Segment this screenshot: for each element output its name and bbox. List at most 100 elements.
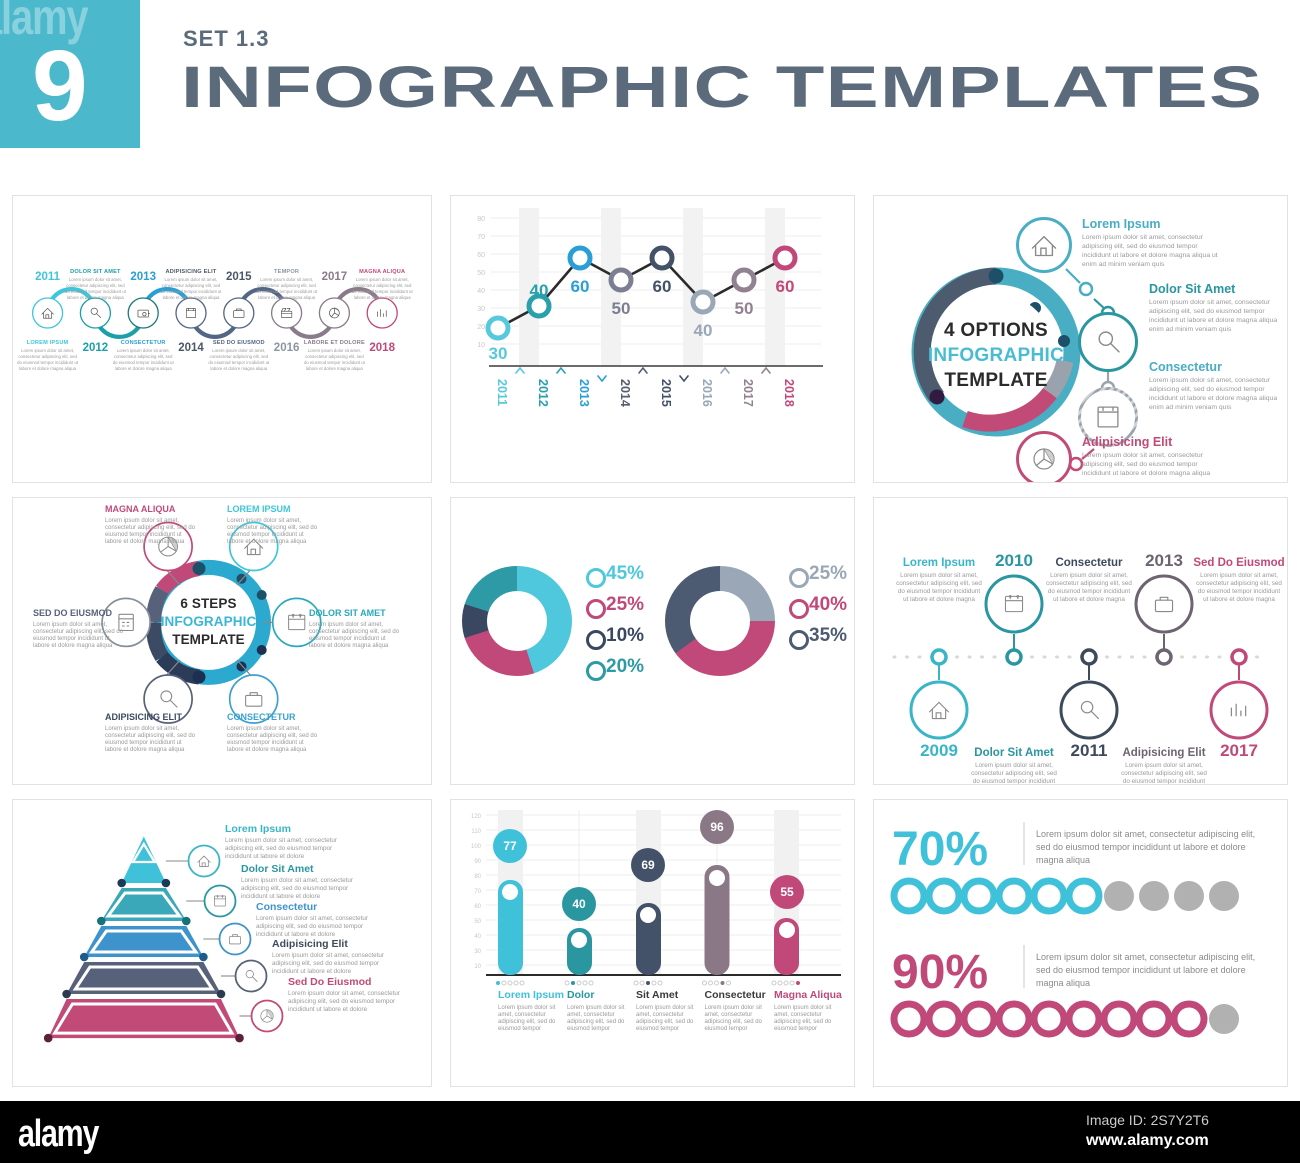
svg-text:LABORE ET DOLORE: LABORE ET DOLORE — [304, 340, 365, 346]
svg-text:6 STEPS: 6 STEPS — [180, 596, 236, 611]
svg-text:40: 40 — [530, 281, 549, 300]
svg-text:LOREM IPSUM: LOREM IPSUM — [27, 340, 69, 346]
svg-text:Lorem ipsum dolor sit: Lorem ipsum dolor sit — [567, 1005, 625, 1011]
svg-text:eiusmod tempor: eiusmod tempor — [567, 1026, 610, 1032]
svg-text:Dolor Sit Amet: Dolor Sit Amet — [1149, 282, 1236, 296]
svg-text:90: 90 — [474, 859, 481, 865]
svg-text:enim ad minim veniam quis: enim ad minim veniam quis — [1149, 404, 1232, 411]
svg-text:Lorem ipsum dolor sit amet, co: Lorem ipsum dolor sit amet, consectetur — [1082, 452, 1204, 459]
svg-text:incididunt ut labore et dolore: incididunt ut labore et dolore — [288, 1006, 368, 1013]
svg-text:consectetur adipiscing elit, s: consectetur adipiscing elit, sed — [971, 770, 1057, 777]
svg-text:30: 30 — [474, 949, 481, 955]
svg-text:2016: 2016 — [274, 342, 300, 354]
svg-text:consectetur adipiscing elit, s: consectetur adipiscing elit, sed — [896, 580, 982, 587]
svg-text:Lorem Ipsum: Lorem Ipsum — [1082, 217, 1161, 231]
svg-text:INFOGRAPHIC: INFOGRAPHIC — [928, 345, 1064, 366]
svg-text:40: 40 — [572, 897, 586, 911]
svg-text:Consectetur: Consectetur — [705, 989, 766, 1001]
svg-text:Sit Amet: Sit Amet — [636, 989, 679, 1001]
svg-text:labore et dolore magna aliqua: labore et dolore magna aliqua — [105, 747, 185, 753]
svg-text:incididunt ut labore et dolore: incididunt ut labore et dolore — [241, 893, 321, 900]
svg-text:2014: 2014 — [618, 379, 632, 407]
svg-text:Dolor Sit Amet: Dolor Sit Amet — [974, 747, 1054, 759]
svg-text:labore et dolore magna aliqua: labore et dolore magna aliqua — [105, 539, 185, 545]
svg-text:Adipisicing Elit: Adipisicing Elit — [272, 938, 348, 950]
svg-text:incididunt ut labore et dolore: incididunt ut labore et dolore — [225, 853, 305, 860]
svg-text:adipiscing elit, sed do eiusmo: adipiscing elit, sed do eiusmod tempor — [272, 960, 379, 967]
svg-text:Lorem ipsum dolor sit amet, co: Lorem ipsum dolor sit amet, consectetur — [288, 990, 400, 997]
svg-text:consectetur adipiscing elit, s: consectetur adipiscing elit, sed — [1196, 580, 1282, 587]
svg-text:incididunt ut labore et dolore: incididunt ut labore et dolore — [256, 931, 336, 938]
svg-text:40: 40 — [477, 288, 485, 295]
svg-text:2011: 2011 — [495, 379, 509, 406]
svg-text:labore et dolore magna aliqua: labore et dolore magna aliqua — [163, 295, 220, 300]
svg-text:consectetur adipiscing elit, s: consectetur adipiscing elit, sed — [1046, 580, 1132, 587]
svg-text:do eiusmod tempor incididunt: do eiusmod tempor incididunt — [1198, 588, 1281, 595]
svg-text:Lorem ipsum dolor sit amet, co: Lorem ipsum dolor sit amet, consectetur … — [1036, 952, 1255, 962]
svg-text:60: 60 — [776, 277, 795, 296]
svg-text:labore et dolore magna aliqua: labore et dolore magna aliqua — [67, 295, 124, 300]
svg-text:eiusmod tempor: eiusmod tempor — [705, 1026, 748, 1032]
svg-text:90%: 90% — [892, 946, 988, 999]
svg-text:consectetur adipiscing elit, s: consectetur adipiscing elit, sed — [257, 283, 316, 288]
svg-text:TEMPLATE: TEMPLATE — [172, 632, 245, 647]
svg-text:do eiusmod tempor incididunt u: do eiusmod tempor incididunt ut — [256, 289, 318, 294]
svg-text:ut labore et dolore magna: ut labore et dolore magna — [903, 596, 975, 603]
svg-text:TEMPLATE: TEMPLATE — [944, 370, 1047, 391]
svg-text:Lorem ipsum dolor sit amet, co: Lorem ipsum dolor sit amet, consectetur — [1149, 299, 1271, 306]
svg-text:consectetur adipiscing elit, s: consectetur adipiscing elit, sed — [114, 354, 173, 359]
svg-text:do eiusmod tempor incididunt: do eiusmod tempor incididunt — [1048, 588, 1131, 595]
svg-text:Lorem ipsum dolor sit amet,: Lorem ipsum dolor sit amet, — [164, 277, 217, 282]
svg-text:eiusmod tempor incididunt ut: eiusmod tempor incididunt ut — [227, 740, 304, 746]
svg-text:2018: 2018 — [369, 342, 395, 354]
svg-text:consectetur adipiscing elit, s: consectetur adipiscing elit, sed do — [309, 629, 400, 635]
svg-text:Sed Do Eiusmod: Sed Do Eiusmod — [288, 976, 371, 988]
svg-text:consectetur adipiscing elit, s: consectetur adipiscing elit, sed — [210, 354, 269, 359]
svg-text:10: 10 — [477, 342, 485, 349]
svg-text:2011: 2011 — [35, 271, 61, 283]
svg-text:Lorem ipsum dolor sit amet,: Lorem ipsum dolor sit amet, — [105, 726, 179, 732]
svg-text:labore et dolore magna aliqua: labore et dolore magna aliqua — [354, 295, 411, 300]
svg-text:SED DO EIUSMOD: SED DO EIUSMOD — [213, 340, 265, 346]
svg-text:adipiscing elit, sed do eiusmo: adipiscing elit, sed do eiusmod tempor — [1082, 461, 1198, 468]
svg-text:adipiscing elit, sed do eiusmo: adipiscing elit, sed do eiusmod tempor — [241, 885, 348, 892]
svg-text:adipiscing elit, sed do eiusmo: adipiscing elit, sed do eiusmod tempor — [288, 998, 395, 1005]
svg-text:69: 69 — [641, 858, 655, 872]
svg-text:40: 40 — [474, 934, 481, 940]
svg-text:Lorem ipsum dolor sit amet, co: Lorem ipsum dolor sit amet, consectetur — [1149, 377, 1271, 384]
svg-text:Consectetur: Consectetur — [256, 901, 317, 913]
svg-text:100: 100 — [471, 844, 482, 850]
svg-text:2013: 2013 — [130, 271, 156, 283]
svg-text:consectetur adipiscing elit, s: consectetur adipiscing elit, sed — [353, 283, 412, 288]
svg-text:80: 80 — [477, 216, 485, 223]
svg-text:labore et dolore magna aliqua: labore et dolore magna aliqua — [115, 366, 172, 371]
svg-text:Adipisicing Elit: Adipisicing Elit — [1122, 747, 1205, 759]
svg-text:Lorem ipsum dolor sit amet, co: Lorem ipsum dolor sit amet, consectetur — [256, 915, 368, 922]
svg-text:consectetur adipiscing elit, s: consectetur adipiscing elit, sed — [1121, 770, 1207, 777]
svg-text:2015: 2015 — [659, 379, 673, 407]
svg-text:labore et dolore magna aliqua: labore et dolore magna aliqua — [210, 366, 267, 371]
svg-text:70: 70 — [474, 889, 481, 895]
svg-text:adipiscing elit, sed do: adipiscing elit, sed do — [636, 1019, 694, 1025]
svg-text:Lorem ipsum dolor sit amet, co: Lorem ipsum dolor sit amet, consectetur — [272, 952, 384, 959]
svg-text:adipiscing elit, sed do eiusmo: adipiscing elit, sed do eiusmod tempor — [1149, 386, 1265, 393]
svg-text:Lorem ipsum dolor sit: Lorem ipsum dolor sit — [774, 1005, 832, 1011]
svg-text:labore et dolore magna aliqua: labore et dolore magna aliqua — [33, 643, 113, 649]
svg-text:incididunt ut labore et dolore: incididunt ut labore et dolore magna ali… — [1149, 395, 1277, 402]
svg-text:MAGNA ALIQUA: MAGNA ALIQUA — [359, 269, 405, 275]
svg-text:TEMPOR: TEMPOR — [274, 269, 299, 275]
svg-text:30: 30 — [489, 344, 508, 363]
svg-text:50: 50 — [474, 919, 481, 925]
svg-text:consectetur adipiscing elit, s: consectetur adipiscing elit, sed — [305, 354, 364, 359]
svg-text:Lorem Ipsum: Lorem Ipsum — [498, 989, 564, 1001]
svg-text:50: 50 — [735, 299, 754, 318]
svg-text:eiusmod tempor incididunt ut: eiusmod tempor incididunt ut — [105, 740, 182, 746]
svg-text:2017: 2017 — [1220, 741, 1258, 760]
svg-text:4 OPTIONS: 4 OPTIONS — [944, 320, 1048, 341]
svg-text:adipiscing elit, sed do: adipiscing elit, sed do — [705, 1019, 763, 1025]
svg-text:amet, consectetur: amet, consectetur — [636, 1012, 684, 1018]
svg-text:DOLOR SIT AMET: DOLOR SIT AMET — [309, 608, 386, 618]
svg-text:Lorem ipsum dolor sit amet, co: Lorem ipsum dolor sit amet, consectetur — [1082, 234, 1204, 241]
svg-text:MAGNA ALIQUA: MAGNA ALIQUA — [105, 504, 176, 514]
svg-text:Lorem ipsum dolor sit amet,: Lorem ipsum dolor sit amet, — [105, 518, 179, 524]
